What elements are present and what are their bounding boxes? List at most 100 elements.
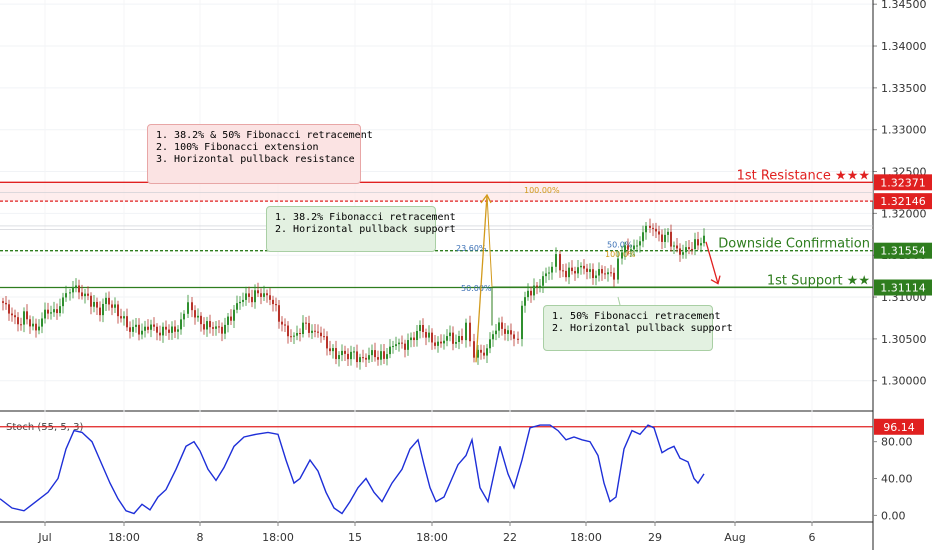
- candle-body: [230, 316, 232, 321]
- candle-body: [308, 323, 310, 333]
- level-price-label: 1.31114: [880, 282, 926, 295]
- candle-body: [383, 351, 385, 359]
- candle-body: [583, 265, 585, 269]
- candle-body: [422, 325, 424, 333]
- candle-body: [428, 332, 430, 338]
- candle-body: [443, 340, 445, 344]
- candle-body: [592, 269, 594, 279]
- candle-body: [524, 297, 526, 306]
- candle-body: [437, 341, 439, 346]
- candle-body: [598, 269, 600, 276]
- candle-body: [410, 337, 412, 341]
- candle-body: [23, 311, 25, 325]
- candle-body: [501, 322, 503, 329]
- candle-body: [380, 351, 382, 360]
- candle-body: [486, 348, 488, 356]
- candle-body: [227, 316, 229, 325]
- candle-body: [353, 351, 355, 353]
- candle-body: [344, 350, 346, 354]
- candle-body: [347, 353, 349, 360]
- candle-body: [20, 324, 22, 326]
- candle-body: [156, 326, 158, 333]
- candle-body: [129, 327, 131, 332]
- candle-body: [513, 334, 515, 339]
- candle-body: [93, 301, 95, 307]
- candle-body: [504, 328, 506, 334]
- x-tick-label: 18:00: [262, 531, 294, 544]
- candle-body: [329, 348, 331, 352]
- candle-body: [171, 326, 173, 333]
- candle-body: [455, 342, 457, 344]
- candle-body: [78, 285, 80, 293]
- candle-body: [521, 305, 523, 340]
- candle-body: [682, 252, 684, 255]
- candle-body: [275, 304, 277, 306]
- candle-body: [272, 299, 274, 305]
- candle-body: [165, 326, 167, 330]
- candle-body: [431, 332, 433, 343]
- candle-body: [14, 315, 16, 318]
- level-price-tag: [874, 174, 932, 191]
- resistance-zone: [0, 182, 873, 202]
- x-tick-label: Jul: [37, 531, 51, 544]
- candle-body: [187, 302, 189, 314]
- candle-body: [99, 307, 101, 316]
- candle-body: [577, 267, 579, 274]
- stoch-line: [0, 424, 705, 515]
- candle-body: [624, 245, 626, 253]
- candles-group: [2, 218, 705, 370]
- candle-body: [392, 346, 394, 348]
- candle-body: [224, 324, 226, 334]
- candle-body: [604, 273, 606, 275]
- candle-body: [209, 321, 211, 328]
- candle-body: [11, 313, 13, 316]
- candle-body: [132, 326, 134, 332]
- candle-body: [114, 304, 116, 308]
- candle-body: [53, 309, 55, 313]
- candle-body: [197, 315, 199, 318]
- candle-body: [434, 342, 436, 346]
- candle-body: [473, 341, 475, 358]
- candle-body: [374, 350, 376, 358]
- level-price-label: 1.31554: [880, 245, 926, 258]
- candle-body: [386, 354, 388, 359]
- level-price-label: 1.32146: [880, 195, 926, 208]
- candle-body: [568, 267, 570, 278]
- candle-body: [233, 309, 235, 321]
- candle-body: [194, 310, 196, 318]
- y-tick-label: 1.34500: [881, 0, 927, 11]
- candle-body: [75, 285, 77, 288]
- candle-body: [465, 322, 467, 341]
- candle-body: [177, 329, 179, 332]
- downside-arrowhead: [710, 275, 721, 285]
- level-label: 1st Support ★★: [767, 274, 870, 289]
- candle-body: [62, 297, 64, 307]
- candle-body: [50, 312, 52, 314]
- candle-body: [664, 234, 666, 242]
- candle-body: [305, 322, 307, 324]
- y-tick-label: 1.33500: [881, 82, 927, 95]
- y-tick-label: 1.32000: [881, 207, 927, 220]
- candle-body: [449, 332, 451, 337]
- candle-body: [440, 341, 442, 344]
- candle-body: [627, 245, 629, 250]
- downside-arrow-line: [705, 241, 719, 284]
- candle-body: [377, 357, 379, 360]
- candle-body: [314, 330, 316, 332]
- candle-body: [495, 330, 497, 335]
- candle-body: [691, 248, 693, 250]
- candle-body: [153, 324, 155, 327]
- candle-body: [389, 346, 391, 355]
- candle-body: [700, 243, 702, 246]
- candle-body: [159, 332, 161, 336]
- candle-body: [658, 231, 660, 235]
- candle-body: [281, 321, 283, 325]
- candle-body: [419, 325, 421, 331]
- candle-body: [299, 333, 301, 335]
- x-tick-label: 18:00: [570, 531, 602, 544]
- candle-body: [147, 326, 149, 330]
- candle-body: [269, 295, 271, 300]
- candle-body: [688, 247, 690, 249]
- candle-body: [413, 337, 415, 341]
